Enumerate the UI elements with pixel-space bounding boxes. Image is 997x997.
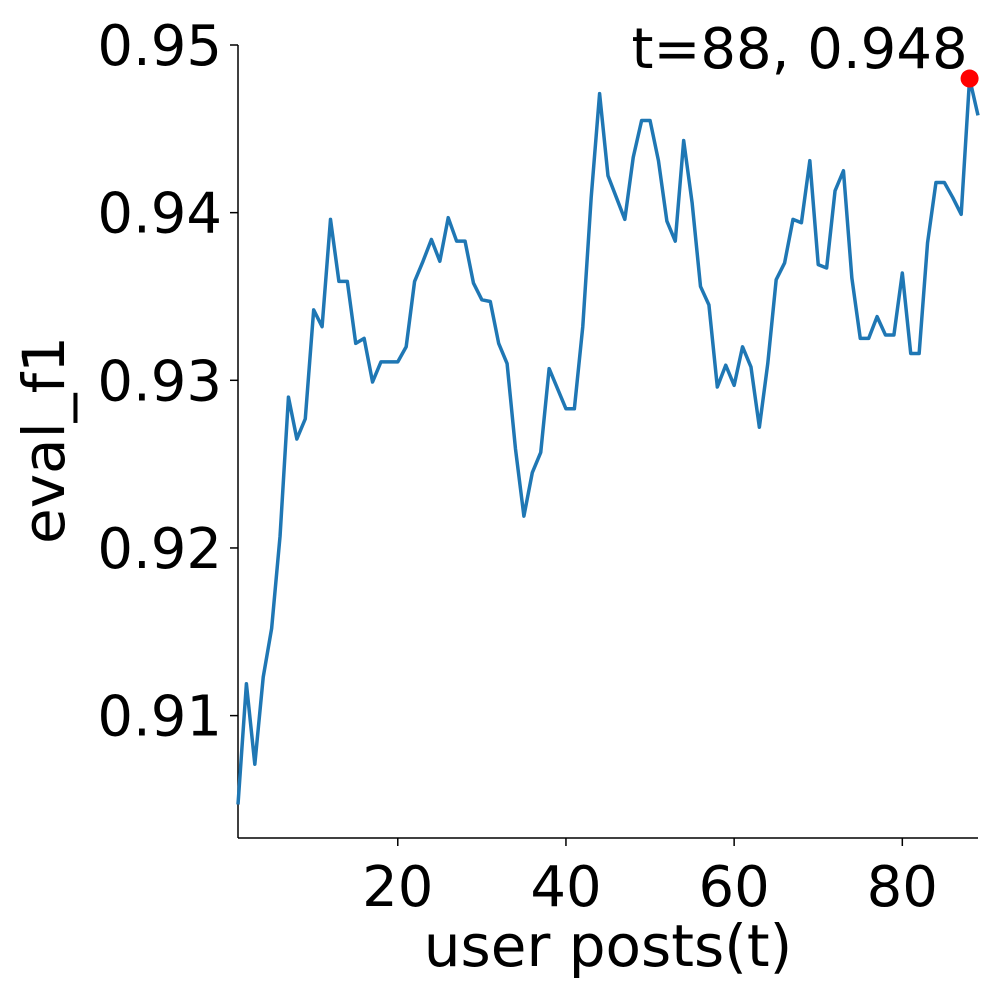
data-line bbox=[236, 76, 980, 805]
x-tick-label: 20 bbox=[362, 855, 433, 920]
x-tick-label: 80 bbox=[867, 855, 938, 920]
x-axis-label: user posts(t) bbox=[424, 912, 792, 980]
y-tick-label: 0.93 bbox=[97, 349, 222, 414]
y-tick-label: 0.95 bbox=[97, 14, 222, 79]
y-tick-label: 0.94 bbox=[97, 182, 222, 247]
x-tick-label: 60 bbox=[699, 855, 770, 920]
y-axis-label: eval_f1 bbox=[10, 336, 78, 544]
y-tick-label: 0.92 bbox=[97, 517, 222, 582]
y-tick-label: 0.91 bbox=[97, 685, 222, 750]
highlight-point bbox=[960, 69, 979, 88]
x-tick-label: 40 bbox=[530, 855, 601, 920]
highlight-label: t=88, 0.948 bbox=[632, 17, 968, 82]
